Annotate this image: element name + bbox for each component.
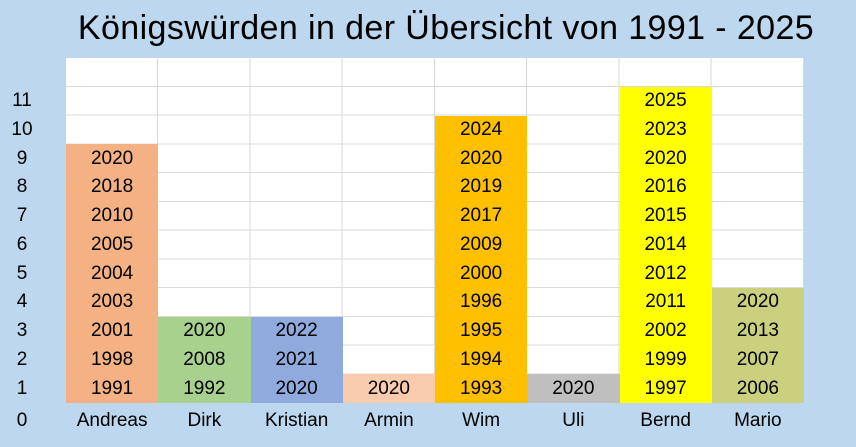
year-cell: 2003 [90,291,134,313]
y-tick-7: 7 [16,205,28,227]
x-tick-andreas: Andreas [76,410,148,431]
year-cell: 2022 [275,320,318,342]
y-tick-6: 6 [16,233,28,255]
year-cell: 2012 [644,262,687,284]
y-tick-4: 4 [16,291,28,313]
x-tick-uli: Uli [562,410,585,431]
year-cell: 2020 [367,377,411,399]
year-cell: 2020 [736,291,780,313]
year-cell: 2002 [644,320,687,342]
y-tick-8: 8 [16,176,28,198]
plot-area: 2020 2018 2010 2005 2004 2003 2001 1998 1991 2020… [66,58,804,403]
year-cell: 1998 [90,348,134,370]
year-cell: 2018 [90,176,134,198]
y-tick-9: 9 [16,147,28,169]
year-cell: 1992 [183,377,226,399]
year-cell: 2011 [645,291,687,313]
year-cell: 1995 [459,320,503,342]
year-cell: 2016 [644,176,687,198]
x-tick-mario: Mario [734,410,782,431]
y-tick-3: 3 [16,320,28,342]
y-tick-10: 10 [11,118,33,140]
y-tick-11: 11 [12,90,32,112]
y-tick-5: 5 [16,262,28,284]
bar-uli: 2020 [527,374,620,403]
year-cell: 2014 [644,233,687,255]
year-cell: 2013 [736,320,780,342]
year-cell: 2020 [644,147,687,169]
year-cell: 1997 [644,377,687,399]
year-cell: 2017 [459,205,503,227]
y-tick-1: 1 [16,377,28,399]
year-cell: 2006 [736,377,780,399]
y-tick-0: 0 [16,410,28,431]
year-cell: 2020 [552,377,595,399]
bar-armin: 2020 [342,374,435,403]
year-cell: 2020 [275,377,318,399]
year-cell: 2009 [459,233,503,255]
year-cell: 1991 [90,377,134,399]
chart-title: Königswürden in der Übersicht von 1991 -… [77,9,815,47]
year-cell: 2000 [459,262,503,284]
year-cell: 2020 [459,147,503,169]
year-cell: 2015 [644,205,687,227]
year-cell: 2021 [275,348,318,370]
x-tick-dirk: Dirk [187,410,222,431]
bar-dirk: 2020 2008 1992 [158,316,251,403]
x-tick-bernd: Bernd [640,410,691,431]
year-cell: 2023 [644,118,687,140]
year-cell: 1999 [644,348,687,370]
bar-mario: 2020 2013 2007 2006 [711,288,804,403]
year-cell: 2020 [183,320,226,342]
year-cell: 2024 [459,118,503,140]
x-tick-armin: Armin [364,410,414,431]
year-cell: 2004 [90,262,134,284]
year-cell: 2019 [459,176,503,198]
bar-andreas: 2020 2018 2010 2005 2004 2003 2001 1998 1991 [66,144,159,403]
year-cell: 2010 [90,205,134,227]
year-cell: 2008 [183,348,226,370]
year-cell: 2007 [736,348,780,370]
year-cell: 2025 [644,90,687,112]
x-tick-wim: Wim [462,410,501,431]
y-tick-2: 2 [16,348,28,370]
x-tick-kristian: Kristian [264,410,329,431]
bar-kristian: 2022 2021 2020 [250,316,343,403]
year-cell: 1994 [459,348,503,370]
year-cell: 1996 [459,291,503,313]
year-cell: 2001 [90,320,134,342]
bar-wim: 2024 2020 2019 2017 2009 2000 1996 1995 1994 1993 [435,115,528,403]
year-cell: 1993 [459,377,503,399]
year-cell: 2020 [90,147,134,169]
bar-bernd: 2025 2023 2020 2016 2015 2014 2012 2011 2002 1999… [619,86,712,403]
year-cell: 2005 [90,233,134,255]
